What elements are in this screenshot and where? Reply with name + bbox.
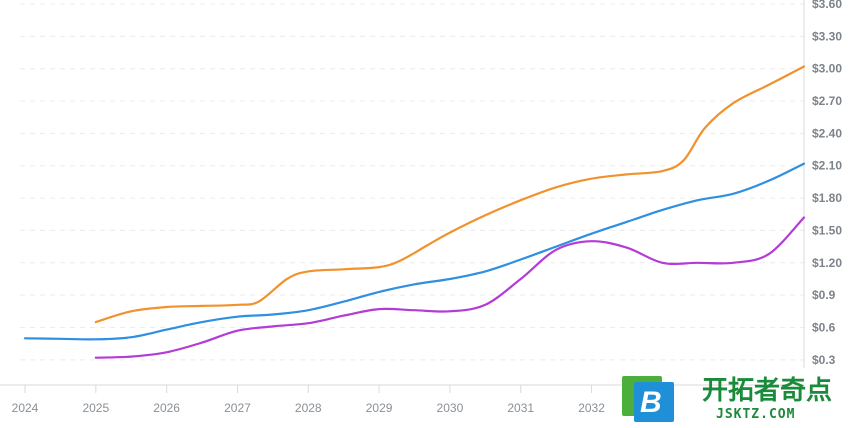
watermark-subtitle: JSKTZ.COM [716,407,795,422]
series-line-1 [94,65,806,324]
x-tick-label: 2029 [366,401,393,415]
y-tick-label: $0.3 [812,353,836,367]
y-tick-label: $2.10 [812,159,842,173]
x-axis-ticks: 2024 2025 2026 2027 2028 2029 2030 2031 2032 [12,385,605,415]
y-tick-label: $2.70 [812,94,842,108]
y-tick-label: $0.9 [812,288,836,302]
x-tick-label: 2030 [437,401,464,415]
watermark-title: 开拓者奇点 [702,375,832,406]
x-tick-label: 2026 [153,401,180,415]
x-tick-label: 2025 [82,401,109,415]
y-axis-ticks: $0.3 $0.6 $0.9 $1.20 $1.50 $1.80 $2.10 $2.40 $2.… [812,0,842,367]
watermark-logo: B 开拓者奇点 JSKTZ.COM [622,375,832,422]
y-tick-label: $3.00 [812,62,842,76]
series-line-3 [94,216,806,359]
y-tick-label: $1.20 [812,256,842,270]
x-tick-label: 2031 [507,401,534,415]
y-tick-label: $3.60 [812,0,842,11]
y-tick-label: $1.80 [812,191,842,205]
badge-letter: B [640,386,662,419]
y-tick-label: $1.50 [812,223,842,237]
x-tick-label: 2027 [224,401,251,415]
x-tick-label: 2028 [295,401,322,415]
series-lines [23,65,806,359]
series-line-2 [23,162,806,341]
y-tick-label: $0.6 [812,320,836,334]
x-tick-label: 2032 [578,401,605,415]
y-tick-label: $2.40 [812,126,842,140]
gridlines [20,3,804,361]
badge-front-icon [634,382,674,422]
x-tick-label: 2024 [12,401,39,415]
y-tick-label: $3.30 [812,29,842,43]
